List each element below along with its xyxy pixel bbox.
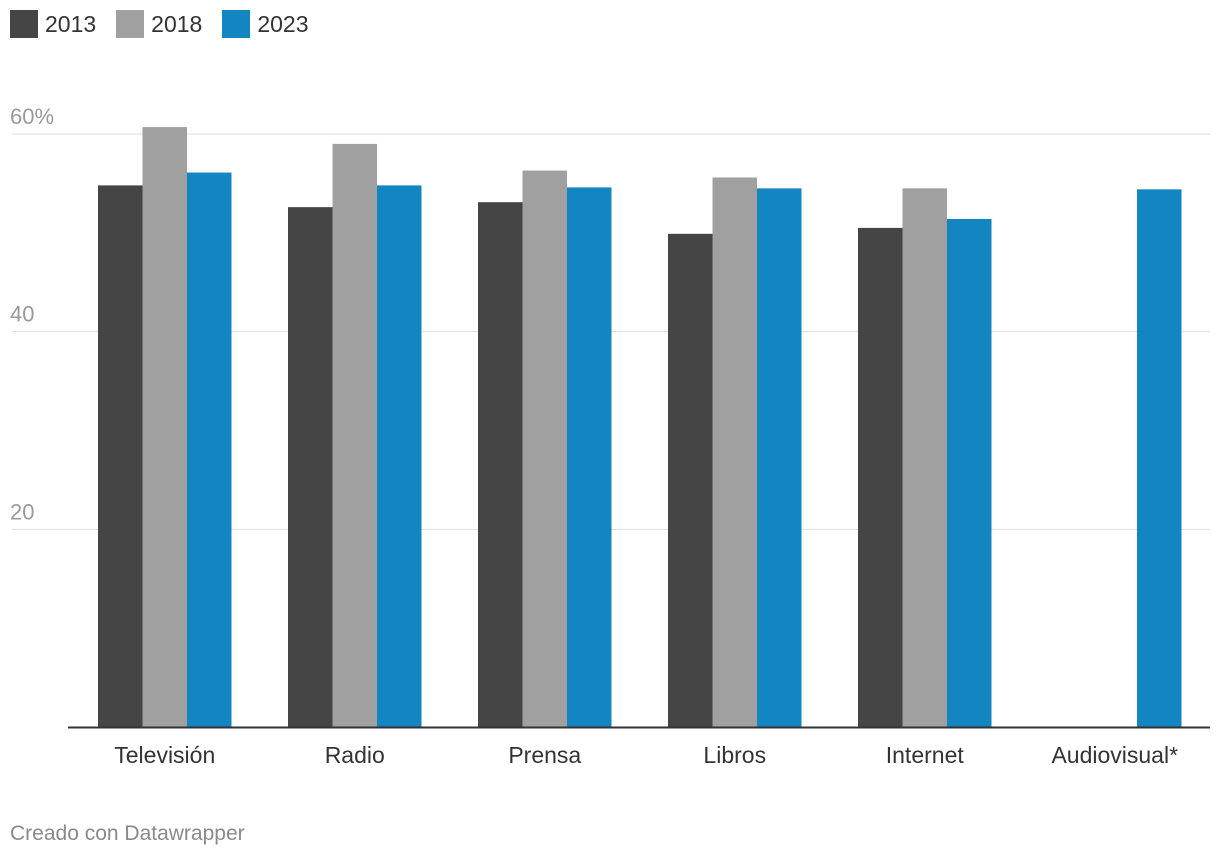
x-tick-label-4: Internet	[886, 742, 965, 768]
bar-2018-4	[902, 188, 947, 727]
bar-2018-1	[332, 143, 377, 728]
x-tick-label-5: Audiovisual*	[1051, 742, 1178, 768]
legend-swatch-2018	[116, 10, 145, 38]
bar-2023-3	[757, 188, 802, 727]
credit-footer: Creado con Datawrapper	[10, 822, 245, 845]
x-tick-label-0: Televisión	[114, 742, 215, 768]
bar-2018-3	[712, 177, 757, 727]
bar-2023-1	[377, 185, 422, 728]
x-tick-label-2: Prensa	[508, 742, 581, 768]
legend-item-2018: 2018	[116, 10, 202, 38]
y-tick-label-60: 60%	[10, 104, 54, 129]
bar-2013-1	[288, 207, 333, 728]
bar-2023-0	[187, 172, 232, 728]
bar-2018-2	[522, 170, 567, 727]
bar-2023-5	[1137, 189, 1182, 727]
legend-swatch-2023	[222, 10, 251, 38]
chart-legend: 2013 2018 2023	[10, 10, 309, 38]
legend-item-2013: 2013	[10, 10, 96, 38]
bar-2013-2	[478, 202, 523, 727]
bar-2013-4	[858, 227, 903, 727]
bar-2018-0	[142, 127, 187, 727]
bar-2013-3	[668, 233, 713, 728]
bar-2013-0	[98, 185, 143, 728]
x-tick-label-1: Radio	[325, 742, 385, 768]
bar-2023-4	[947, 218, 992, 727]
legend-swatch-2013	[10, 10, 38, 38]
legend-label-2013: 2013	[45, 11, 97, 37]
legend-item-2023: 2023	[222, 10, 309, 38]
bar-chart: 20 40 60% Televisión Radio Prensa Libros Intern…	[10, 104, 1210, 768]
bar-2023-2	[567, 187, 612, 727]
y-tick-label-40: 40	[10, 302, 34, 327]
legend-label-2018: 2018	[151, 11, 203, 37]
legend-label-2023: 2023	[257, 11, 309, 37]
x-tick-label-3: Libros	[703, 742, 766, 768]
y-tick-label-20: 20	[10, 499, 34, 524]
